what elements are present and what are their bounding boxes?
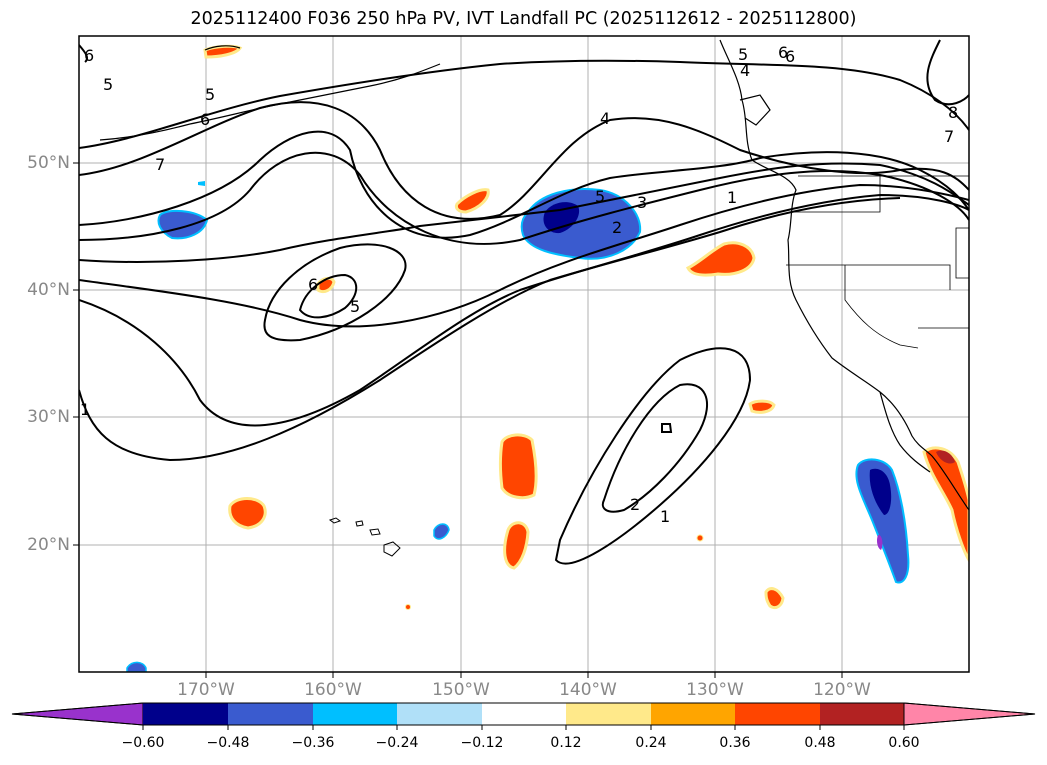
contour-label: 4	[600, 109, 610, 128]
lat-label: 30°N	[27, 407, 70, 427]
pos-blob-7	[748, 399, 776, 414]
pv-contours	[79, 39, 969, 565]
contour-label: 5	[738, 45, 748, 64]
lon-label: 160°W	[304, 680, 362, 700]
lat-label: 20°N	[27, 535, 70, 555]
pos-blob-2	[499, 433, 538, 500]
colorbar-tick-label: −0.24	[375, 735, 419, 751]
colorbar-tick-label: −0.48	[206, 735, 250, 751]
colorbar-tick-label: 0.12	[550, 735, 582, 751]
neg-blob-gulf	[520, 188, 642, 260]
contour-label: 5	[103, 75, 113, 94]
colorbar-tick-label: 0.60	[888, 735, 920, 751]
contour-label: 1	[80, 400, 90, 419]
contour-label: 6	[778, 43, 788, 62]
contour-label: 5	[205, 85, 215, 104]
graticule	[79, 36, 969, 672]
pos-blob-5	[454, 188, 490, 214]
neg-blob-baja	[855, 458, 910, 584]
colorbar-extend-low	[11, 702, 144, 726]
contour-label: 1	[660, 507, 670, 526]
colorbar-tick-label: 0.48	[804, 735, 836, 751]
lat-label: 40°N	[27, 280, 70, 300]
contour-label: 6	[84, 46, 94, 65]
ivt-shading	[126, 44, 969, 672]
contour-label: 6	[308, 275, 318, 294]
contour-label: 7	[944, 127, 954, 146]
map-frame	[78, 35, 970, 673]
pos-blob-3	[503, 521, 530, 570]
lat-label: 50°N	[27, 153, 70, 173]
pos-blob-mexico	[922, 446, 969, 563]
contour-label: 7	[155, 155, 165, 174]
contour-label: 2	[612, 218, 622, 237]
contour-label: 5	[595, 187, 605, 206]
contour-label: 8	[948, 103, 958, 122]
colorbar-tick-label: −0.60	[121, 735, 165, 751]
contour-label: 4	[740, 61, 750, 80]
lon-label: 120°W	[813, 680, 871, 700]
lon-label: 140°W	[559, 680, 617, 700]
colorbar-tick-label: 0.24	[635, 735, 667, 751]
contour-label: 3	[637, 193, 647, 212]
colorbar	[11, 702, 1036, 730]
contour-label: 5	[350, 297, 360, 316]
pos-blob-1	[685, 241, 756, 277]
pos-blob-4	[228, 497, 267, 530]
neg-blob-west	[157, 209, 209, 240]
colorbar-tick-label: −0.36	[291, 735, 335, 751]
colorbar-tick-label: 0.36	[719, 735, 751, 751]
contour-label: 6	[200, 110, 210, 129]
figure-title: 2025112400 F036 250 hPa PV, IVT Landfall…	[190, 9, 857, 29]
contour-label: 1	[727, 188, 737, 207]
colorbar-tick-label: −0.12	[460, 735, 504, 751]
pos-blob-8	[764, 587, 785, 610]
hawaii-islands	[328, 517, 401, 557]
lon-label: 170°W	[177, 680, 235, 700]
contour-label: 6	[785, 47, 795, 66]
colorbar-extend-high	[903, 702, 1036, 726]
contour-labels: 6 5 5 6 7 6 5 4 5 6 3 2 5 4 6 8 7 1 2 1 …	[80, 43, 958, 526]
neg-core-baja	[869, 468, 892, 515]
contour-label: 2	[630, 495, 640, 514]
lon-label: 150°W	[432, 680, 490, 700]
lon-label: 130°W	[686, 680, 744, 700]
